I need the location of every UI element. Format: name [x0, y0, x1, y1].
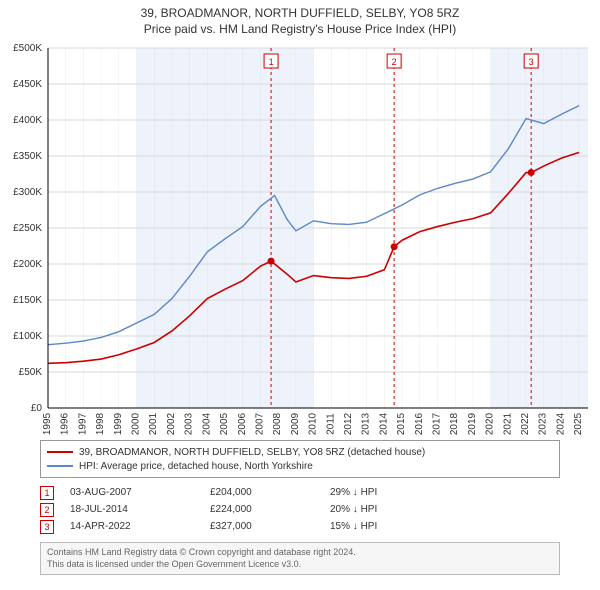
- svg-text:1998: 1998: [95, 412, 106, 435]
- sale-price: £204,000: [210, 487, 330, 498]
- svg-text:2024: 2024: [555, 412, 566, 435]
- svg-text:£300K: £300K: [13, 187, 42, 198]
- svg-text:£150K: £150K: [13, 295, 42, 306]
- svg-text:2014: 2014: [378, 412, 389, 435]
- sale-delta: 29% ↓ HPI: [330, 487, 450, 498]
- sale-delta: 15% ↓ HPI: [330, 521, 450, 532]
- footer-line: Contains HM Land Registry data © Crown c…: [47, 547, 553, 559]
- legend-row: HPI: Average price, detached house, Nort…: [47, 459, 553, 473]
- legend-label: 39, BROADMANOR, NORTH DUFFIELD, SELBY, Y…: [79, 447, 425, 458]
- sale-marker-icon: 2: [40, 503, 54, 517]
- sale-row: 1 03-AUG-2007 £204,000 29% ↓ HPI: [40, 484, 560, 501]
- svg-text:2007: 2007: [254, 412, 265, 435]
- svg-text:£200K: £200K: [13, 259, 42, 270]
- svg-text:£450K: £450K: [13, 79, 42, 90]
- svg-text:2002: 2002: [166, 412, 177, 435]
- sale-price: £327,000: [210, 521, 330, 532]
- sale-date: 03-AUG-2007: [70, 487, 210, 498]
- svg-text:2017: 2017: [432, 412, 443, 435]
- svg-text:2010: 2010: [308, 412, 319, 435]
- svg-text:£0: £0: [31, 403, 43, 414]
- footer-attribution: Contains HM Land Registry data © Crown c…: [40, 542, 560, 575]
- legend-swatch: [47, 465, 73, 467]
- svg-text:1996: 1996: [60, 412, 71, 435]
- svg-text:2022: 2022: [520, 412, 531, 435]
- sale-date: 14-APR-2022: [70, 521, 210, 532]
- legend-swatch: [47, 451, 73, 453]
- svg-text:2005: 2005: [219, 412, 230, 435]
- svg-text:3: 3: [529, 57, 534, 67]
- svg-text:£500K: £500K: [13, 43, 42, 54]
- svg-text:2000: 2000: [131, 412, 142, 435]
- chart-svg: £0£50K£100K£150K£200K£250K£300K£350K£400…: [48, 48, 588, 428]
- sale-marker-icon: 3: [40, 520, 54, 534]
- svg-text:2012: 2012: [343, 412, 354, 435]
- legend-row: 39, BROADMANOR, NORTH DUFFIELD, SELBY, Y…: [47, 445, 553, 459]
- sale-row: 3 14-APR-2022 £327,000 15% ↓ HPI: [40, 518, 560, 535]
- chart-container: 39, BROADMANOR, NORTH DUFFIELD, SELBY, Y…: [0, 0, 600, 590]
- legend-label: HPI: Average price, detached house, Nort…: [79, 461, 313, 472]
- svg-text:1999: 1999: [113, 412, 124, 435]
- svg-text:2013: 2013: [361, 412, 372, 435]
- legend-box: 39, BROADMANOR, NORTH DUFFIELD, SELBY, Y…: [40, 440, 560, 478]
- footer-line: This data is licensed under the Open Gov…: [47, 559, 553, 571]
- title-address: 39, BROADMANOR, NORTH DUFFIELD, SELBY, Y…: [0, 6, 600, 20]
- svg-text:2015: 2015: [396, 412, 407, 435]
- svg-text:1: 1: [269, 57, 274, 67]
- sale-delta: 20% ↓ HPI: [330, 504, 450, 515]
- svg-text:2023: 2023: [538, 412, 549, 435]
- svg-text:£50K: £50K: [19, 367, 43, 378]
- svg-text:2006: 2006: [237, 412, 248, 435]
- sale-row: 2 18-JUL-2014 £224,000 20% ↓ HPI: [40, 501, 560, 518]
- title-subtitle: Price paid vs. HM Land Registry's House …: [0, 22, 600, 36]
- svg-text:2025: 2025: [573, 412, 584, 435]
- svg-text:2004: 2004: [201, 412, 212, 435]
- sale-price: £224,000: [210, 504, 330, 515]
- svg-text:2001: 2001: [148, 412, 159, 435]
- svg-text:2020: 2020: [485, 412, 496, 435]
- svg-text:2011: 2011: [325, 413, 336, 435]
- svg-text:2003: 2003: [184, 412, 195, 435]
- svg-text:1995: 1995: [42, 412, 53, 435]
- svg-text:£250K: £250K: [13, 223, 42, 234]
- svg-text:£100K: £100K: [13, 331, 42, 342]
- chart-area: £0£50K£100K£150K£200K£250K£300K£350K£400…: [48, 48, 588, 428]
- svg-text:2009: 2009: [290, 412, 301, 435]
- svg-text:£400K: £400K: [13, 115, 42, 126]
- svg-text:2018: 2018: [449, 412, 460, 435]
- sale-date: 18-JUL-2014: [70, 504, 210, 515]
- svg-text:2: 2: [392, 57, 397, 67]
- svg-text:2019: 2019: [467, 412, 478, 435]
- svg-text:1997: 1997: [77, 412, 88, 435]
- svg-text:2008: 2008: [272, 412, 283, 435]
- sale-marker-icon: 1: [40, 486, 54, 500]
- svg-text:2021: 2021: [502, 412, 513, 435]
- svg-text:£350K: £350K: [13, 151, 42, 162]
- svg-text:2016: 2016: [414, 412, 425, 435]
- title-block: 39, BROADMANOR, NORTH DUFFIELD, SELBY, Y…: [0, 0, 600, 40]
- sales-table: 1 03-AUG-2007 £204,000 29% ↓ HPI 2 18-JU…: [40, 484, 560, 535]
